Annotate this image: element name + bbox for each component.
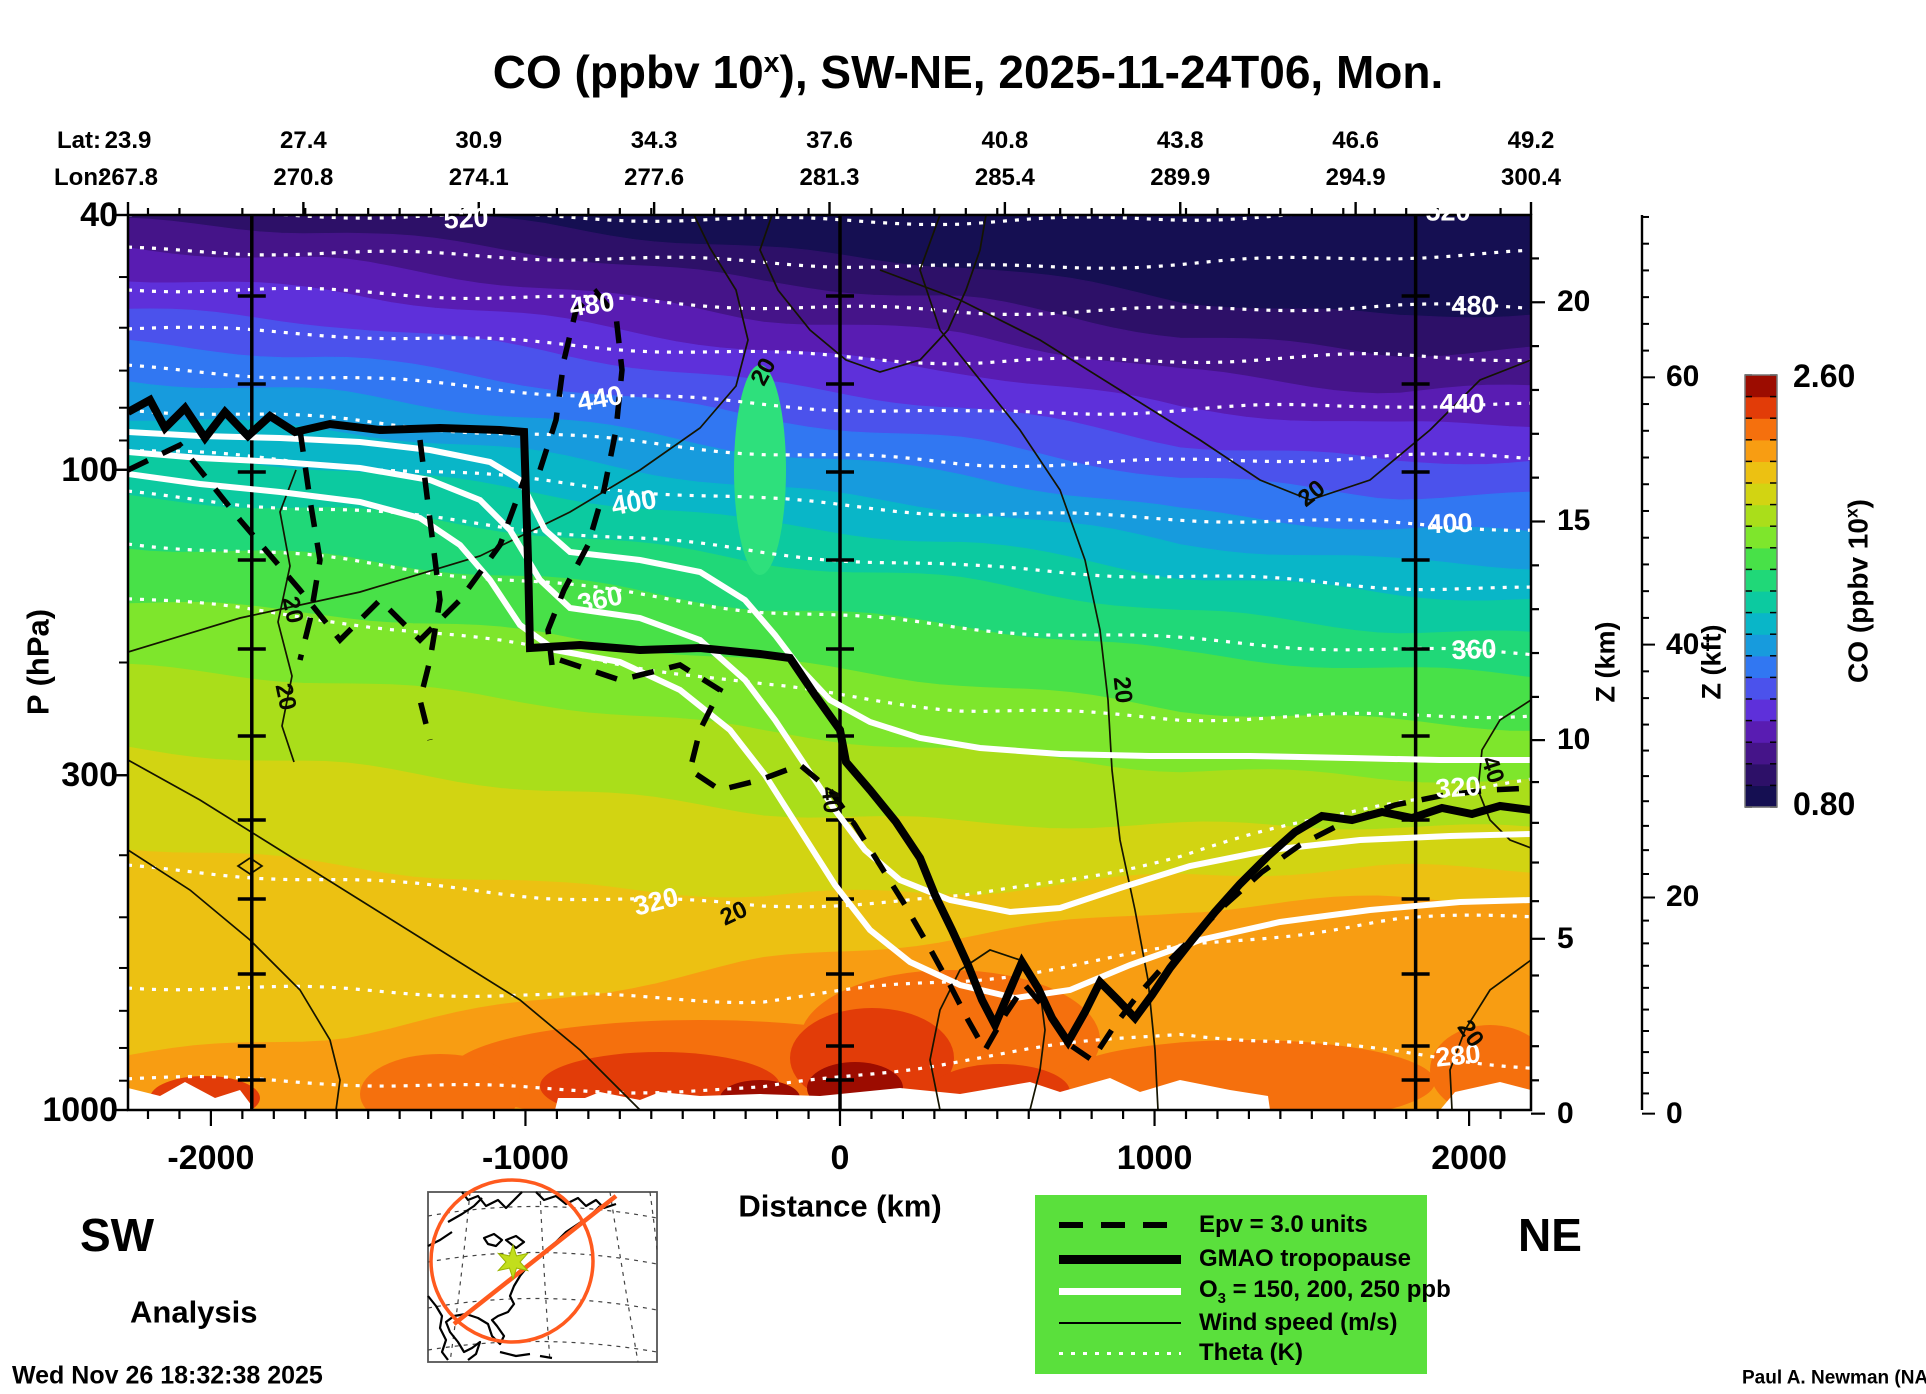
credit: Paul A. Newman (NASA [1742, 1367, 1926, 1389]
lat-value: 27.4 [280, 127, 327, 154]
z-km-tick-label: 0 [1557, 1096, 1574, 1130]
pressure-tick-label: 100 [61, 450, 118, 489]
distance-tick-label: -1000 [481, 1139, 569, 1177]
theta-contour-label: 360 [1450, 633, 1498, 666]
theta-contour-label: 440 [1439, 388, 1485, 419]
distance-tick-label: 1000 [1116, 1139, 1193, 1177]
legend-sample-o3-line [1059, 1287, 1181, 1295]
colorbar-title: CO (ppbv 10x) [1841, 499, 1874, 683]
legend-item-wind: Wind speed (m/s) [1059, 1309, 1397, 1336]
theta-contours [128, 215, 1531, 1095]
corner-label-sw: SW [80, 1209, 155, 1261]
title-superscript: x [763, 46, 780, 79]
legend-item-theta: Theta (K) [1059, 1339, 1303, 1366]
lon-value: 274.1 [448, 164, 509, 191]
z-kft-tick-label: 20 [1666, 880, 1700, 914]
lat-value: 46.6 [1332, 127, 1379, 154]
legend-item-epv: Epv = 3.0 units [1059, 1211, 1368, 1238]
legend-label: GMAO tropopause [1199, 1245, 1412, 1272]
distance-tick-label: -2000 [167, 1139, 255, 1177]
corner-label-ne: NE [1518, 1209, 1582, 1261]
theta-contour-label: 480 [567, 286, 617, 323]
lat-value: 43.8 [1156, 127, 1204, 154]
wind-contour-label: 20 [269, 681, 302, 713]
lon-value: 270.8 [273, 164, 334, 191]
legend-sample-theta-line [1059, 1351, 1181, 1355]
lat-value: 37.6 [806, 127, 853, 154]
legend-sample-epv-line [1059, 1222, 1181, 1228]
lon-value: 300.4 [1500, 164, 1562, 191]
colorbar-max-label: 2.60 [1793, 358, 1856, 394]
map-inset [427, 1178, 658, 1363]
lat-value: 30.9 [455, 127, 503, 154]
wind-contour-label: 20 [1107, 675, 1138, 705]
theta-contour-label: 520 [442, 202, 490, 235]
wind-contour-label: 40 [815, 785, 846, 815]
legend-label: Wind speed (m/s) [1199, 1309, 1398, 1336]
lon-value: 281.3 [799, 164, 860, 191]
theta-contour-label: 400 [1426, 507, 1474, 540]
distance-tick-label: 0 [830, 1139, 850, 1177]
wind-contours [128, 215, 1531, 1110]
theta-contour-label: 480 [1451, 290, 1497, 321]
lon-value: 267.8 [97, 164, 159, 191]
z-km-tick-label: 10 [1557, 723, 1591, 757]
theta-contour-label: 320 [1434, 770, 1482, 805]
lon-value: 285.4 [974, 164, 1035, 191]
lon-value: 294.9 [1325, 164, 1386, 191]
lon-row-label: Lon: [54, 164, 106, 191]
legend-sample-trop-line [1059, 1254, 1181, 1264]
pressure-tick-label: 300 [61, 756, 118, 795]
tropopause-line [128, 394, 1531, 1050]
plot-frame [112, 202, 1545, 1126]
pressure-tick-label: 40 [80, 196, 118, 234]
legend-item-trop: GMAO tropopause [1059, 1245, 1411, 1272]
z-kft-tick-label: 0 [1666, 1096, 1683, 1130]
legend-label: Epv = 3.0 units [1199, 1211, 1368, 1238]
z-kft-tick-label: 40 [1666, 627, 1700, 661]
colorbar-min-label: 0.80 [1793, 786, 1856, 822]
legend-label: Theta (K) [1199, 1339, 1303, 1366]
z-km-axis-title: Z (km) [1590, 621, 1621, 703]
lon-value: 289.9 [1150, 164, 1211, 191]
wind-contour-label: 20 [276, 594, 309, 626]
lat-value: 34.3 [630, 127, 678, 154]
pressure-axis-title: P (hPa) [20, 608, 56, 716]
lon-value: 277.6 [624, 164, 685, 191]
z-km-tick-label: 20 [1557, 285, 1591, 319]
map-range-circle [429, 1178, 595, 1344]
waypoint-lines [237, 215, 1430, 1110]
colorbar [1744, 374, 1778, 808]
legend-label: O3 = 150, 200, 250 ppb [1199, 1275, 1451, 1307]
theta-contour-label: 520 [1425, 196, 1471, 227]
z-km-tick-label: 15 [1557, 504, 1591, 538]
lat-row-label: Lat: [57, 127, 101, 154]
timestamp: Wed Nov 26 18:32:38 2025 [12, 1361, 323, 1390]
distance-axis-title: Distance (km) [738, 1188, 942, 1224]
map-waypoint-star [496, 1243, 530, 1281]
legend-sample-wind-line [1059, 1322, 1181, 1324]
page-title: CO (ppbv 10x), SW-NE, 2025-11-24T06, Mon… [492, 46, 1444, 99]
map-transect-line [452, 1194, 618, 1326]
analysis-label: Analysis [130, 1294, 258, 1330]
z-kft-tick-label: 60 [1666, 360, 1700, 394]
legend: Epv = 3.0 units GMAO tropopause O3 = 150, … [1035, 1195, 1451, 1374]
legend-item-o3: O3 = 150, 200, 250 ppb [1059, 1276, 1451, 1306]
lat-value: 49.2 [1507, 127, 1555, 154]
lat-value: 40.8 [981, 127, 1029, 154]
z-kft-axis-title: Z (kft) [1696, 624, 1727, 700]
pressure-tick-label: 1000 [42, 1091, 118, 1129]
z-km-tick-label: 5 [1557, 921, 1574, 955]
lat-value: 23.9 [104, 127, 152, 154]
distance-tick-label: 2000 [1431, 1139, 1507, 1177]
z-kft-axis [1640, 215, 1655, 1115]
